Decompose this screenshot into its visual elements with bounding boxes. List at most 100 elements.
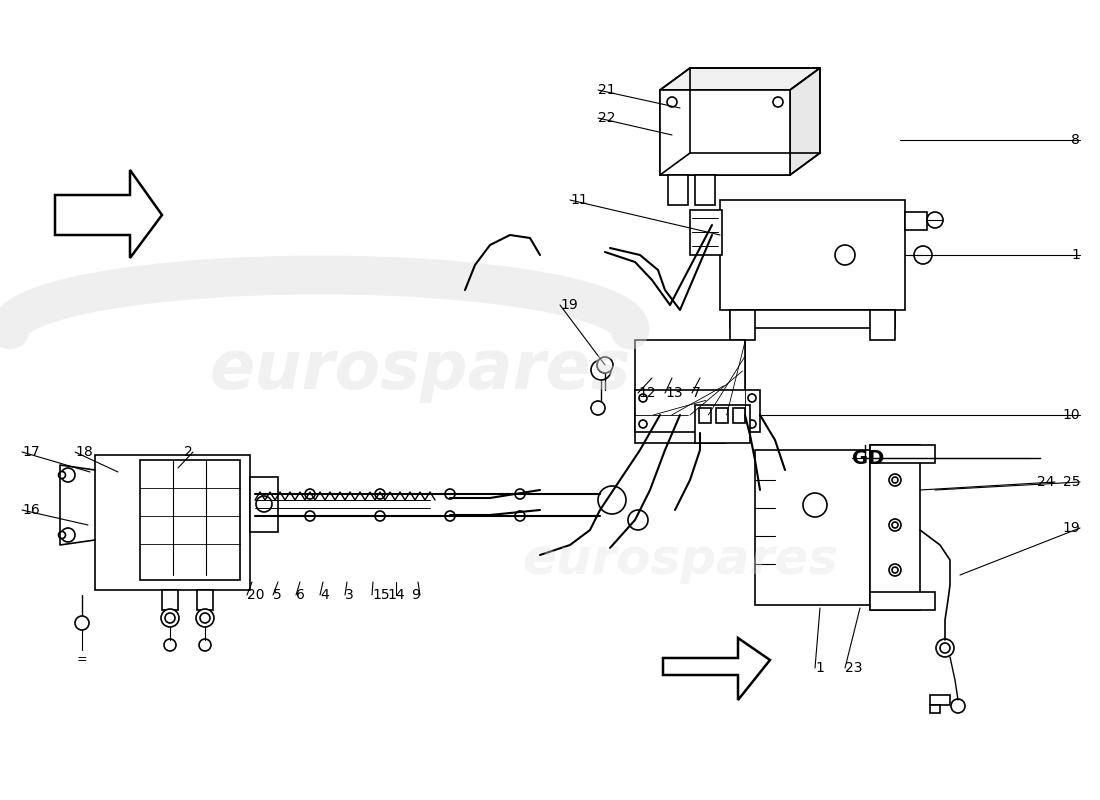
Circle shape	[256, 496, 272, 512]
Circle shape	[628, 510, 648, 530]
Circle shape	[598, 486, 626, 514]
Text: 12: 12	[638, 386, 656, 400]
Circle shape	[305, 489, 315, 499]
Bar	[730, 310, 895, 328]
Text: 3: 3	[345, 588, 354, 602]
Text: 1: 1	[815, 661, 824, 675]
Circle shape	[835, 245, 855, 265]
Text: 7: 7	[692, 386, 701, 400]
Circle shape	[892, 567, 898, 573]
Circle shape	[60, 528, 75, 542]
Circle shape	[892, 477, 898, 483]
Text: 9: 9	[411, 588, 420, 602]
Bar	[730, 310, 755, 340]
Text: 15: 15	[372, 588, 389, 602]
Bar	[870, 445, 920, 610]
Bar	[905, 212, 927, 230]
Text: 6: 6	[296, 588, 305, 602]
Circle shape	[914, 246, 932, 264]
Text: 25: 25	[1063, 475, 1080, 489]
Bar	[720, 200, 905, 310]
Text: 22: 22	[598, 111, 616, 125]
Text: eurospares: eurospares	[209, 337, 630, 403]
Bar	[930, 695, 950, 705]
Circle shape	[639, 394, 647, 402]
Circle shape	[773, 97, 783, 107]
Bar	[140, 460, 240, 580]
Circle shape	[164, 639, 176, 651]
Text: GD: GD	[852, 449, 884, 467]
Text: 14: 14	[387, 588, 405, 602]
Bar	[162, 590, 178, 610]
Circle shape	[375, 511, 385, 521]
Bar	[197, 590, 213, 610]
Bar	[250, 477, 278, 532]
Circle shape	[75, 616, 89, 630]
Polygon shape	[790, 68, 820, 175]
Bar	[635, 340, 745, 415]
Bar	[635, 415, 725, 443]
Text: 10: 10	[1063, 408, 1080, 422]
Text: 11: 11	[570, 193, 587, 207]
Text: 21: 21	[598, 83, 616, 97]
Circle shape	[936, 639, 954, 657]
Circle shape	[515, 489, 525, 499]
Circle shape	[200, 613, 210, 623]
Bar	[695, 175, 715, 205]
Circle shape	[591, 360, 611, 380]
Circle shape	[889, 564, 901, 576]
Circle shape	[952, 699, 965, 713]
Circle shape	[639, 420, 647, 428]
Circle shape	[639, 419, 647, 427]
Circle shape	[196, 609, 214, 627]
Circle shape	[161, 609, 179, 627]
Circle shape	[375, 489, 385, 499]
Circle shape	[889, 519, 901, 531]
Polygon shape	[660, 68, 820, 90]
Circle shape	[305, 511, 315, 521]
Polygon shape	[55, 170, 162, 258]
Text: 2: 2	[185, 445, 192, 459]
Circle shape	[803, 493, 827, 517]
Circle shape	[446, 489, 455, 499]
Text: 19: 19	[1063, 521, 1080, 535]
Text: 19: 19	[560, 298, 578, 312]
Circle shape	[940, 643, 950, 653]
Text: 17: 17	[22, 445, 40, 459]
Bar	[733, 408, 745, 423]
Circle shape	[927, 212, 943, 228]
Circle shape	[667, 97, 676, 107]
Text: 16: 16	[22, 503, 40, 517]
Text: eurospares: eurospares	[522, 536, 838, 584]
Bar	[870, 310, 895, 340]
Circle shape	[165, 613, 175, 623]
Circle shape	[597, 357, 613, 373]
Bar	[695, 405, 750, 443]
Polygon shape	[663, 638, 770, 700]
Bar	[870, 445, 935, 463]
Text: 23: 23	[845, 661, 862, 675]
Bar	[870, 592, 935, 610]
Bar	[930, 705, 940, 713]
Text: 4: 4	[320, 588, 329, 602]
Bar	[716, 408, 728, 423]
Circle shape	[748, 420, 756, 428]
Circle shape	[748, 394, 756, 402]
Bar	[755, 450, 870, 605]
Circle shape	[591, 401, 605, 415]
Bar	[660, 90, 790, 175]
Circle shape	[446, 511, 455, 521]
Circle shape	[889, 474, 901, 486]
Bar	[95, 455, 250, 590]
Bar	[660, 90, 790, 175]
Text: 18: 18	[75, 445, 92, 459]
Text: 8: 8	[1071, 133, 1080, 147]
Text: 24: 24	[1037, 475, 1055, 489]
Circle shape	[515, 511, 525, 521]
Circle shape	[199, 639, 211, 651]
Circle shape	[713, 419, 721, 427]
Bar	[698, 408, 711, 423]
Bar	[635, 390, 760, 432]
Text: 20: 20	[248, 588, 264, 602]
Circle shape	[892, 522, 898, 528]
